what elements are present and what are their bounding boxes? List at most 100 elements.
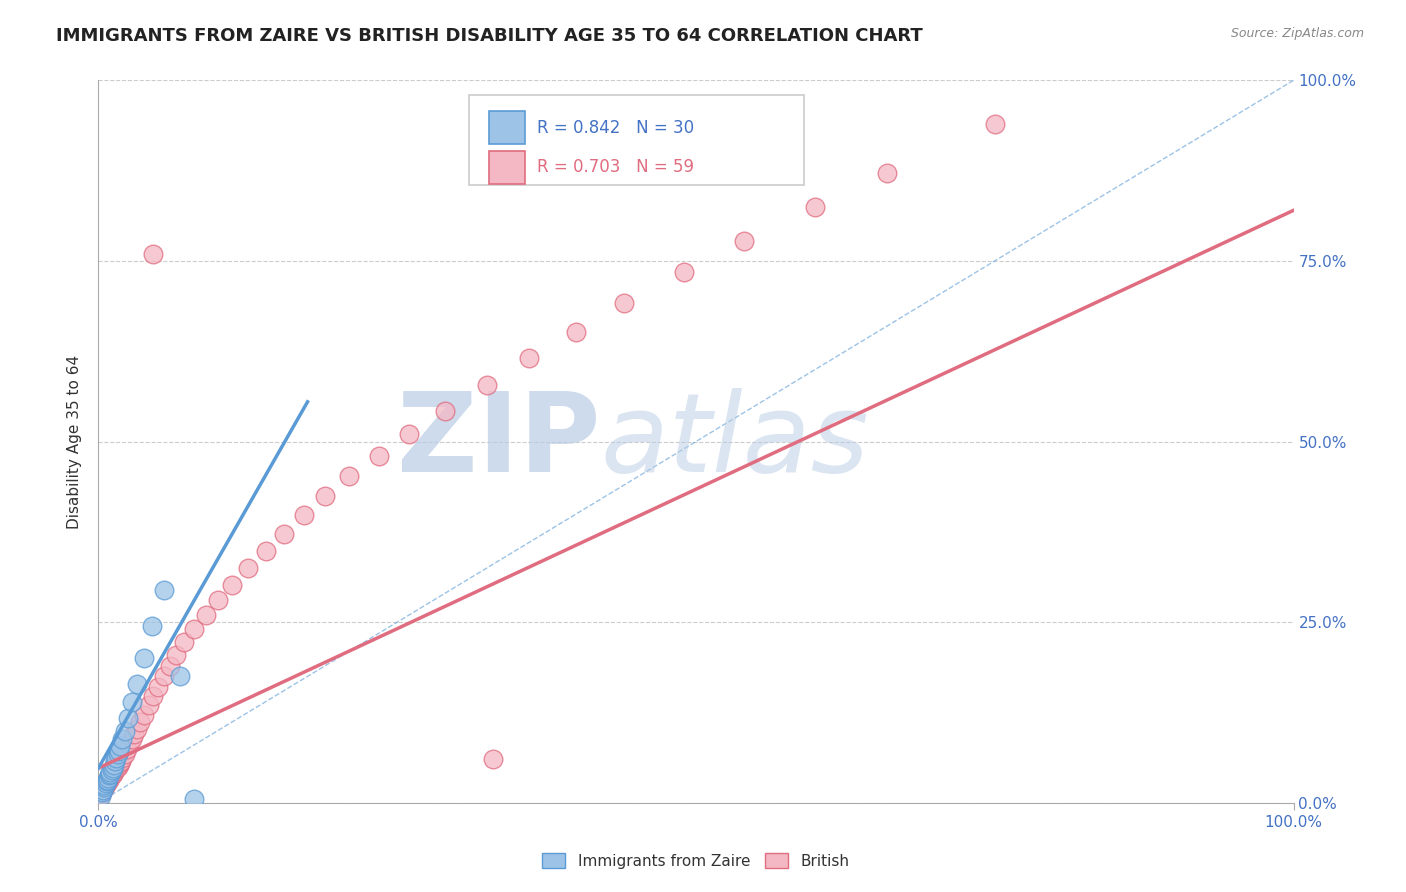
Point <box>101 761 124 775</box>
Point <box>132 707 155 722</box>
Text: R = 0.842   N = 30: R = 0.842 N = 30 <box>537 119 695 136</box>
Point <box>804 200 827 214</box>
Text: IMMIGRANTS FROM ZAIRE VS BRITISH DISABILITY AGE 35 TO 64 CORRELATION CHART: IMMIGRANTS FROM ZAIRE VS BRITISH DISABIL… <box>56 27 922 45</box>
FancyBboxPatch shape <box>489 151 524 184</box>
Point <box>195 607 218 622</box>
Text: R = 0.703   N = 59: R = 0.703 N = 59 <box>537 159 695 177</box>
Point <box>141 619 163 633</box>
Point <box>97 771 120 785</box>
Point <box>103 765 125 780</box>
Point <box>368 449 391 463</box>
Point <box>673 265 696 279</box>
Point <box>91 782 114 797</box>
Point <box>91 785 114 799</box>
Point <box>165 648 187 662</box>
Point <box>125 676 148 690</box>
Point <box>101 767 124 781</box>
Point <box>254 544 277 558</box>
Point <box>142 689 165 703</box>
Point <box>104 754 127 768</box>
Point <box>90 787 112 801</box>
Point <box>114 747 136 761</box>
Point <box>142 246 165 260</box>
Point <box>153 582 176 597</box>
Point <box>91 782 114 797</box>
Point <box>481 752 505 766</box>
Point <box>153 669 176 683</box>
Point <box>475 378 498 392</box>
Point <box>124 727 146 741</box>
Point <box>121 695 143 709</box>
Point <box>132 651 155 665</box>
Point <box>613 295 636 310</box>
Point <box>110 754 132 768</box>
Point <box>183 623 205 637</box>
Point <box>98 767 122 781</box>
Point <box>105 761 128 775</box>
Point <box>97 774 120 789</box>
Point <box>107 747 129 761</box>
FancyBboxPatch shape <box>470 95 804 185</box>
Y-axis label: Disability Age 35 to 64: Disability Age 35 to 64 <box>67 354 83 529</box>
Point <box>434 404 457 418</box>
Point <box>104 764 127 778</box>
Point <box>138 698 160 713</box>
Point <box>94 778 117 792</box>
Point <box>169 669 191 683</box>
Legend: Immigrants from Zaire, British: Immigrants from Zaire, British <box>536 847 856 875</box>
Point <box>129 714 152 729</box>
Point <box>107 744 129 758</box>
Point <box>98 772 121 787</box>
Point <box>236 561 259 575</box>
Point <box>565 325 588 339</box>
Point <box>273 527 295 541</box>
Point <box>108 756 131 770</box>
Point <box>111 732 134 747</box>
Point <box>90 789 112 803</box>
Point <box>93 778 115 792</box>
Point <box>111 751 134 765</box>
Point <box>96 772 118 787</box>
Text: atlas: atlas <box>600 388 869 495</box>
Point <box>93 780 115 794</box>
Point <box>148 680 170 694</box>
Point <box>984 117 1007 131</box>
Point <box>876 166 898 180</box>
Point <box>93 780 115 794</box>
Point <box>108 739 131 754</box>
Point <box>105 751 128 765</box>
Point <box>103 758 125 772</box>
Point <box>115 741 138 756</box>
Point <box>98 765 122 780</box>
Point <box>339 469 361 483</box>
Point <box>398 427 420 442</box>
Point <box>107 760 129 774</box>
Point <box>733 234 755 248</box>
Point <box>100 768 122 782</box>
Point <box>315 489 337 503</box>
Text: ZIP: ZIP <box>396 388 600 495</box>
Point <box>107 758 129 772</box>
Point <box>125 722 148 736</box>
Point <box>98 768 121 782</box>
Point <box>173 635 195 649</box>
Point <box>100 764 122 778</box>
Point <box>517 351 540 366</box>
Point <box>93 781 115 796</box>
Point <box>94 775 117 789</box>
Point <box>117 710 139 724</box>
FancyBboxPatch shape <box>489 112 524 144</box>
Point <box>221 577 243 591</box>
Point <box>91 785 114 799</box>
Point <box>121 732 143 747</box>
Point <box>96 774 118 789</box>
Point <box>292 508 315 523</box>
Text: Source: ZipAtlas.com: Source: ZipAtlas.com <box>1230 27 1364 40</box>
Point <box>183 792 205 806</box>
Point <box>96 775 118 789</box>
Point <box>118 737 141 751</box>
Point <box>114 723 136 738</box>
Point <box>207 593 229 607</box>
Point <box>98 771 122 785</box>
Point <box>159 658 181 673</box>
